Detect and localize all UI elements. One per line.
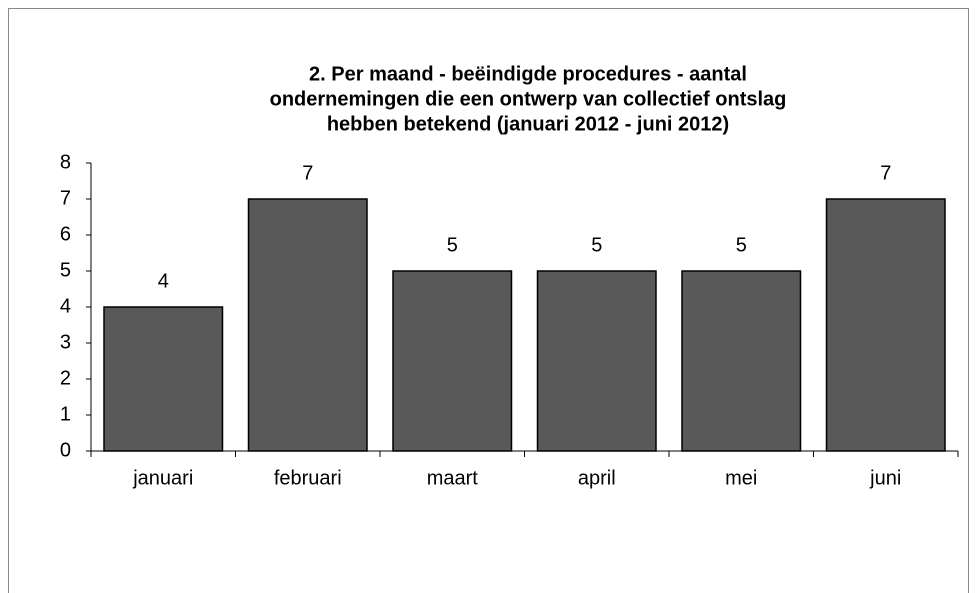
y-tick-label: 3 bbox=[60, 331, 71, 353]
x-tick-label: mei bbox=[725, 467, 757, 489]
value-label: 5 bbox=[591, 234, 602, 256]
y-tick-label: 6 bbox=[60, 223, 71, 245]
bar bbox=[681, 270, 802, 452]
y-tick-label: 7 bbox=[60, 187, 71, 209]
x-tick-label: april bbox=[578, 467, 616, 489]
x-tick-label: februari bbox=[274, 467, 342, 489]
x-tick-label: juni bbox=[869, 467, 901, 489]
chart-title: ondernemingen die een ontwerp van collec… bbox=[270, 88, 787, 110]
y-tick-label: 1 bbox=[60, 403, 71, 425]
value-label: 7 bbox=[880, 162, 891, 184]
x-tick-label: januari bbox=[132, 467, 193, 489]
bar bbox=[536, 270, 657, 452]
y-tick-label: 0 bbox=[60, 439, 71, 461]
x-tick-label: maart bbox=[427, 467, 479, 489]
y-tick-label: 2 bbox=[60, 367, 71, 389]
chart-title: 2. Per maand - beëindigde procedures - a… bbox=[309, 63, 747, 85]
bar bbox=[103, 306, 224, 452]
bar bbox=[825, 198, 946, 452]
bar bbox=[247, 198, 368, 452]
value-label: 4 bbox=[158, 270, 169, 292]
value-label: 5 bbox=[736, 234, 747, 256]
value-label: 5 bbox=[447, 234, 458, 256]
bar bbox=[392, 270, 513, 452]
y-tick-label: 5 bbox=[60, 259, 71, 281]
y-tick-label: 4 bbox=[60, 295, 71, 317]
value-label: 7 bbox=[302, 162, 313, 184]
chart-title: hebben betekend (januari 2012 - juni 201… bbox=[327, 113, 729, 135]
y-tick-label: 8 bbox=[60, 151, 71, 173]
